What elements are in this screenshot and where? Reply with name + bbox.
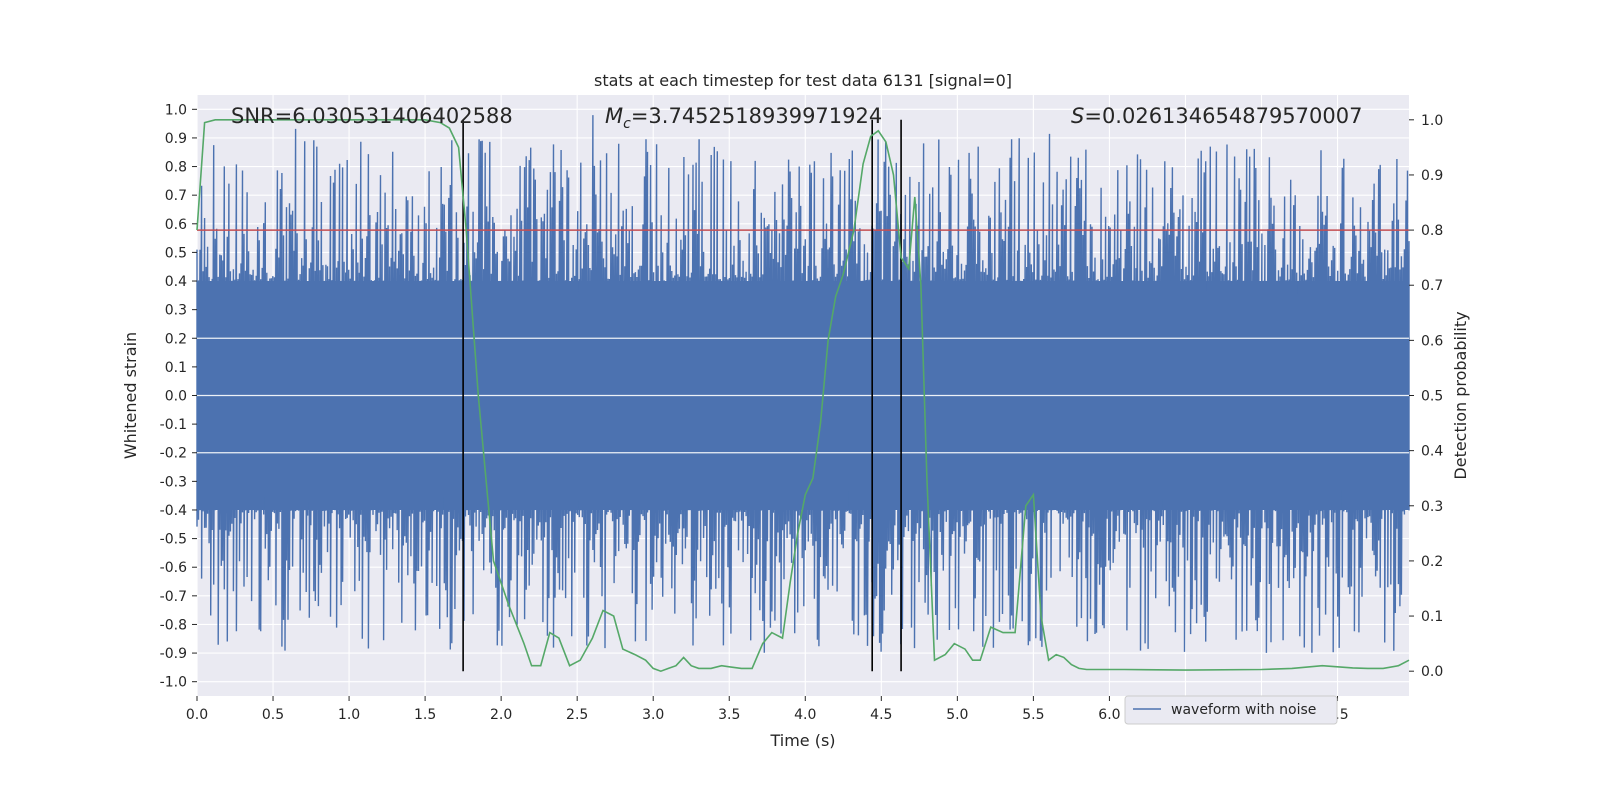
y-tick-label: -0.2 — [160, 446, 187, 462]
y-tick-label: -0.9 — [160, 646, 187, 662]
y-tick-label: -0.4 — [160, 503, 187, 519]
snr-annotation: SNR=6.030531406402588 — [231, 104, 513, 128]
y-axis-right-ticks: 1.0 0.9 0.8 0.7 0.6 0.5 0.4 0.3 0.2 0.1 0.0 — [1409, 113, 1443, 680]
y-tick-label: 0.1 — [165, 360, 187, 376]
y-tick-label: 0.8 — [165, 160, 187, 176]
vertical-markers — [462, 119, 902, 672]
legend-entry-waveform: waveform with noise — [1171, 702, 1316, 718]
x-tick-label: 1.0 — [338, 707, 360, 723]
mc-value: =3.7452518939971924 — [631, 104, 882, 128]
x-tick-label: 3.5 — [718, 707, 740, 723]
mc-symbol: M — [605, 104, 623, 128]
y-tick-label: 0.0 — [165, 389, 187, 405]
y-right-tick-label: 0.0 — [1421, 664, 1443, 680]
mc-subscript: c — [623, 116, 631, 132]
s-annotation: S=0.026134654879570007 — [1071, 104, 1362, 128]
y-tick-label: -0.3 — [160, 474, 187, 490]
x-tick-label: 4.5 — [870, 707, 892, 723]
x-tick-label: 2.5 — [566, 707, 588, 723]
chart-title: stats at each timestep for test data 613… — [594, 71, 1012, 90]
y-tick-label: 0.5 — [165, 245, 187, 261]
y-tick-label: -0.7 — [160, 589, 187, 605]
y-right-tick-label: 0.3 — [1421, 499, 1443, 515]
y-axis-label: Whitened strain — [121, 332, 140, 459]
y-tick-label: 0.4 — [165, 274, 187, 290]
y-tick-label: -0.6 — [160, 560, 187, 576]
x-tick-label: 0.5 — [262, 707, 284, 723]
x-tick-label: 6.0 — [1098, 707, 1120, 723]
y-right-tick-label: 0.8 — [1421, 223, 1443, 239]
y-tick-label: 1.0 — [165, 102, 187, 118]
x-tick-label: 2.0 — [490, 707, 512, 723]
y-right-tick-label: 0.6 — [1421, 333, 1443, 349]
detection-probability-series — [196, 119, 1410, 673]
waveform-series — [196, 115, 1410, 653]
y-tick-label: -0.1 — [160, 417, 187, 433]
y-tick-label: 0.6 — [165, 217, 187, 233]
y-tick-label: -0.8 — [160, 617, 187, 633]
y-right-tick-label: 0.7 — [1421, 278, 1443, 294]
y-right-tick-label: 0.2 — [1421, 554, 1443, 570]
y-tick-label: 0.7 — [165, 188, 187, 204]
y-tick-label: 0.3 — [165, 303, 187, 319]
x-tick-label: 5.0 — [946, 707, 968, 723]
x-tick-label: 3.0 — [642, 707, 664, 723]
y-right-tick-label: 1.0 — [1421, 113, 1443, 129]
x-tick-label: 1.5 — [414, 707, 436, 723]
s-value: =0.026134654879570007 — [1084, 104, 1362, 128]
x-axis-label: Time (s) — [769, 731, 835, 750]
waveform-line — [196, 115, 1410, 653]
y-tick-label: -1.0 — [160, 675, 187, 691]
x-tick-label: 0.0 — [186, 707, 208, 723]
y-axis-ticks: 1.0 0.9 0.8 0.7 0.6 0.5 0.4 0.3 0.2 0.1 0.0 -0.1 -0.… — [160, 102, 197, 691]
chirp-mass-annotation: Mc=3.7452518939971924 — [605, 104, 882, 132]
probability-line — [196, 119, 1410, 673]
x-tick-label: 4.0 — [794, 707, 816, 723]
legend: waveform with noise — [1124, 695, 1338, 725]
y-axis-right-label: Detection probability — [1451, 311, 1470, 479]
y-right-tick-label: 0.4 — [1421, 444, 1443, 460]
x-tick-label: 5.5 — [1022, 707, 1044, 723]
y-right-tick-label: 0.9 — [1421, 168, 1443, 184]
y-tick-label: -0.5 — [160, 532, 187, 548]
y-right-tick-label: 0.5 — [1421, 389, 1443, 405]
y-tick-label: 0.9 — [165, 131, 187, 147]
legend-box — [1124, 695, 1338, 725]
y-tick-label: 0.2 — [165, 331, 187, 347]
y-right-tick-label: 0.1 — [1421, 609, 1443, 625]
s-symbol: S — [1071, 104, 1084, 128]
